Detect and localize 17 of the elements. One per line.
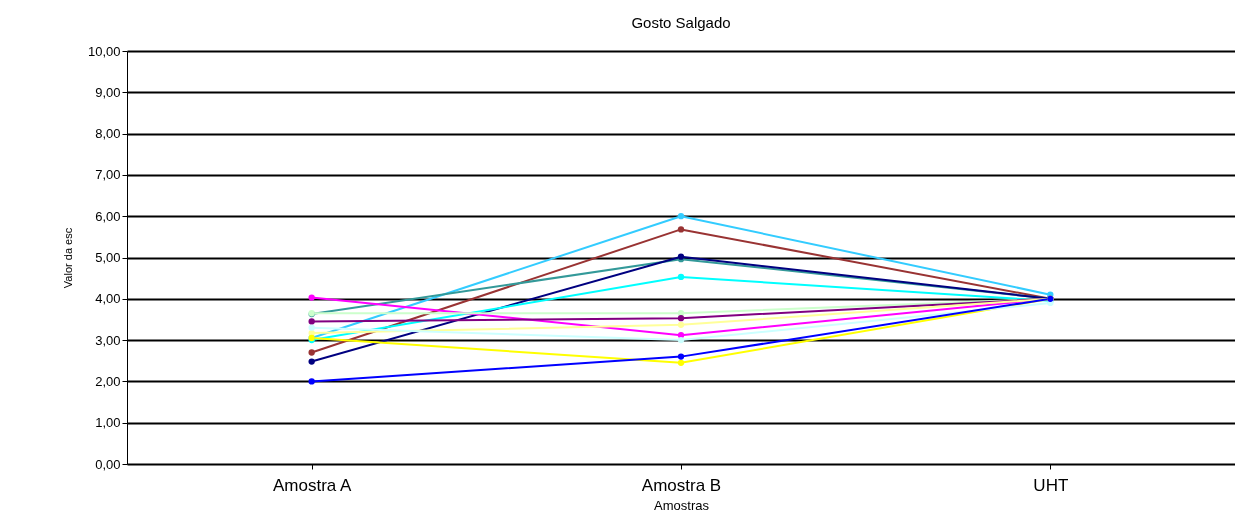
y-tick-label: 9,00 — [95, 84, 121, 100]
y-axis-title: Valor da esc — [61, 227, 74, 289]
y-tick-label: 0,00 — [95, 456, 121, 472]
x-tick-label: UHT — [1033, 475, 1069, 495]
y-tick-label: 1,00 — [95, 415, 121, 431]
x-axis-title: Amostras — [654, 497, 710, 513]
chart-title: Gosto Salgado — [631, 14, 731, 31]
x-tick-label: Amostra A — [272, 475, 353, 495]
y-tick-label: 8,00 — [95, 126, 121, 142]
y-tick-label: 10,00 — [87, 43, 121, 59]
y-tick-label: 5,00 — [95, 250, 121, 265]
y-tick-label: 4,00 — [95, 291, 121, 307]
y-tick-label: 6,00 — [95, 208, 121, 224]
y-tick-label: 3,00 — [95, 332, 121, 348]
x-tick-label: Amostra B — [641, 475, 722, 495]
y-tick-label: 2,00 — [95, 373, 121, 389]
y-tick-label: 7,00 — [95, 167, 121, 183]
